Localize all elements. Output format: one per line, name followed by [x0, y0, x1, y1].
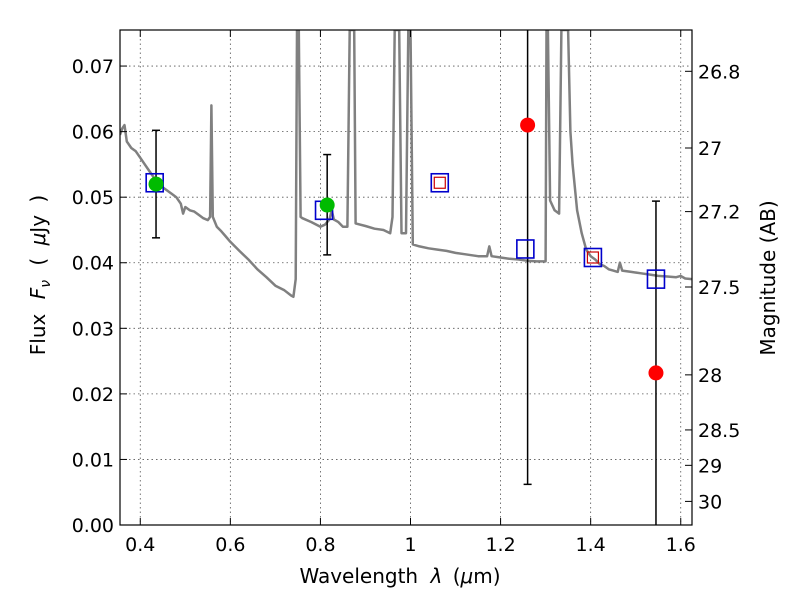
spectrum-line: [120, 30, 692, 299]
y-tick-label: 0.07: [72, 56, 114, 78]
x-tick-label: 1: [404, 534, 416, 556]
y2-tick-label: 30: [698, 491, 722, 513]
blue-square-marker: [516, 239, 535, 259]
red-square-marker: [586, 251, 600, 264]
red-point: [648, 365, 664, 381]
x-tick-label: 0.4: [125, 534, 155, 556]
y-tick-label: 0.05: [72, 187, 114, 209]
y-tick-label: 0.01: [72, 449, 114, 471]
plot-frame: [119, 29, 693, 526]
y2-tick-label: 28.5: [698, 420, 740, 442]
y-axis-label: Flux Fν ( μJy ): [26, 195, 55, 355]
y2-tick-label: 29: [698, 455, 722, 477]
x-tick-label: 0.8: [305, 534, 335, 556]
red-square-marker: [433, 176, 446, 189]
y2-tick-label: 26.8: [698, 61, 740, 83]
y-tick-label: 0.03: [72, 318, 114, 340]
y2-tick-label: 28: [698, 365, 722, 387]
x-tick-label: 0.6: [215, 534, 245, 556]
y-tick-label: 0.04: [72, 253, 114, 275]
y-tick-label: 0.02: [72, 384, 114, 406]
y2-tick-label: 27: [698, 138, 722, 160]
y2-axis-label: Magnitude (AB): [756, 200, 780, 355]
grid-lines: [120, 30, 692, 526]
axis-ticks: 0.4 0.6 0.8 1 1.2 1.4 1.6 0.00 0.01 0.02 0.03 0.04 0…: [72, 30, 740, 556]
x-tick-label: 1.4: [576, 534, 606, 556]
model-spectrum: [120, 30, 692, 299]
y2-tick-label: 27.2: [698, 202, 740, 224]
green-point: [148, 176, 164, 192]
y-tick-label: 0.06: [72, 122, 114, 144]
y2-tick-label: 27.5: [698, 277, 740, 299]
blue-square-marker: [430, 172, 450, 193]
x-tick-label: 1.6: [666, 534, 696, 556]
photometry-markers: [145, 30, 666, 525]
red-point: [520, 117, 536, 133]
x-tick-label: 1.2: [485, 534, 515, 556]
blue-square-marker: [583, 247, 603, 268]
blue-square-marker: [646, 269, 666, 289]
green-point: [319, 197, 335, 213]
y-tick-label: 0.00: [72, 515, 114, 537]
x-axis-label: Wavelength λ (μm): [299, 564, 500, 588]
